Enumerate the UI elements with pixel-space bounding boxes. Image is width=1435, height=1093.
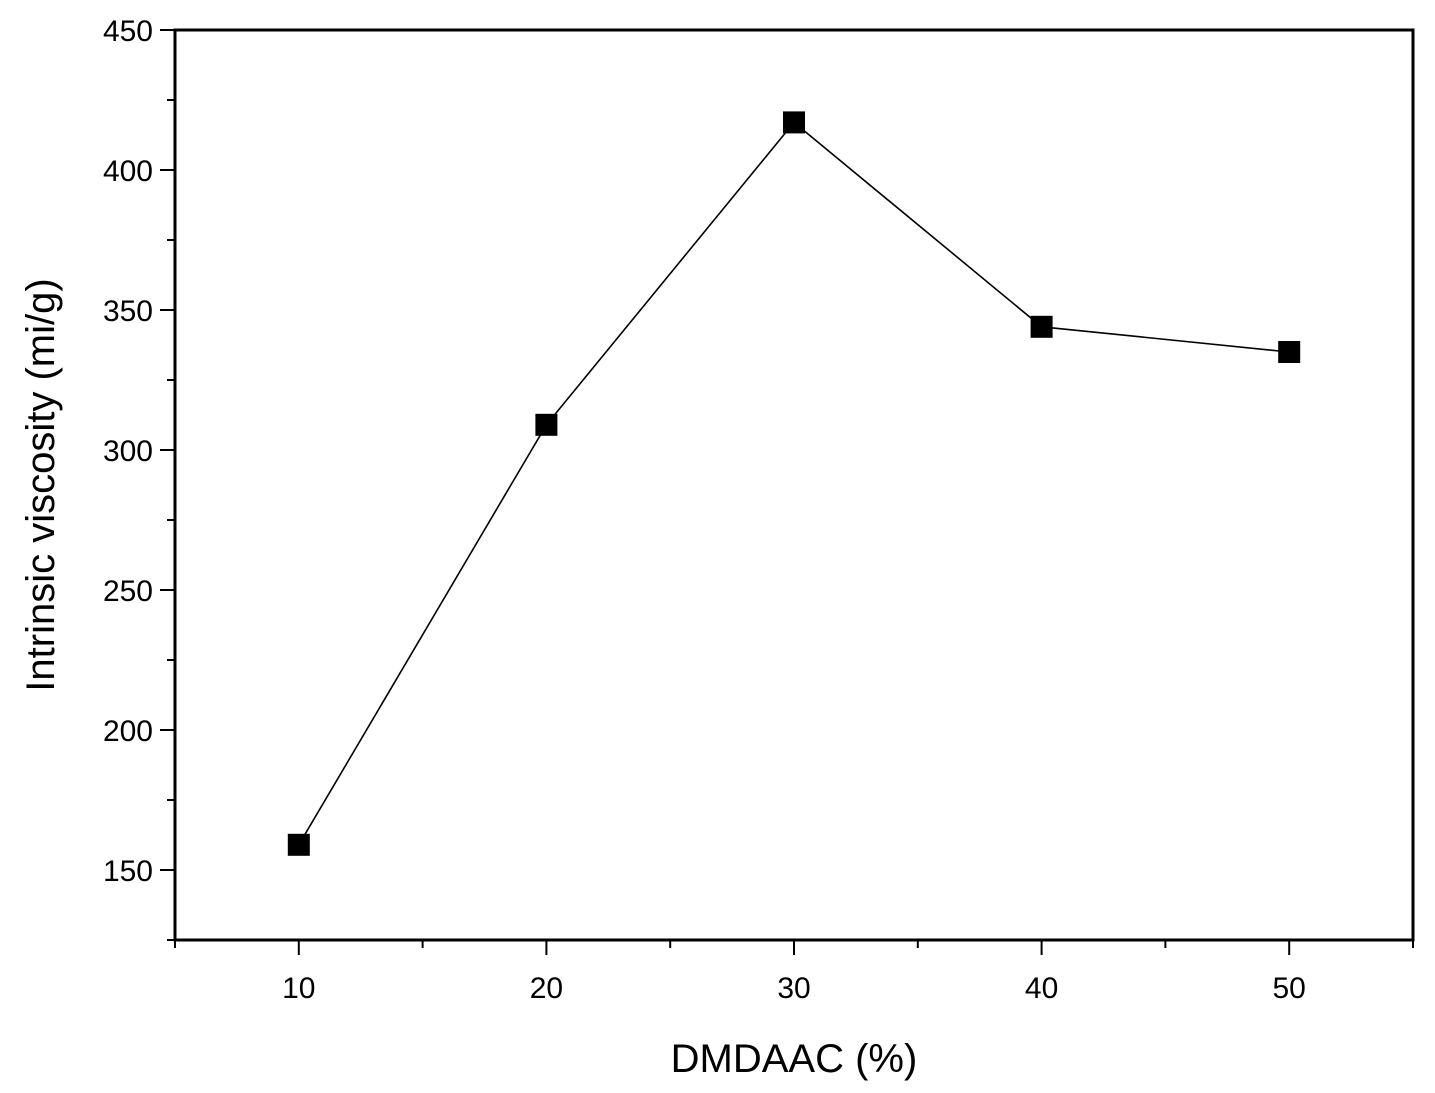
data-point (535, 413, 558, 436)
x-axis-title: DMDAAC (%) (671, 1037, 918, 1081)
data-point (783, 111, 805, 134)
y-tick-label: 450 (103, 15, 153, 48)
x-tick-label: 50 (1273, 972, 1306, 1005)
x-tick-label: 40 (1025, 972, 1058, 1005)
y-tick-label: 200 (103, 715, 153, 748)
x-tick-label: 20 (530, 972, 563, 1005)
series-markers (287, 111, 1301, 856)
y-tick-label: 350 (103, 295, 153, 328)
y-tick-label: 400 (103, 155, 153, 188)
y-tick-label: 150 (103, 855, 153, 888)
y-tick-label: 300 (103, 435, 153, 468)
y-axis: 150 200 250 300 350 400 450 (103, 15, 175, 941)
x-axis: 10 20 30 40 50 (174, 940, 1414, 1005)
data-point (1278, 341, 1301, 363)
data-point (287, 833, 310, 856)
x-tick-label: 10 (282, 972, 315, 1005)
series-line (298, 121, 1290, 846)
y-axis-title: Intrinsic viscosity (mi/g) (19, 278, 63, 691)
data-point (1030, 315, 1053, 338)
y-tick-label: 250 (103, 575, 153, 608)
plot-frame (173, 28, 1415, 942)
x-tick-label: 30 (777, 972, 810, 1005)
